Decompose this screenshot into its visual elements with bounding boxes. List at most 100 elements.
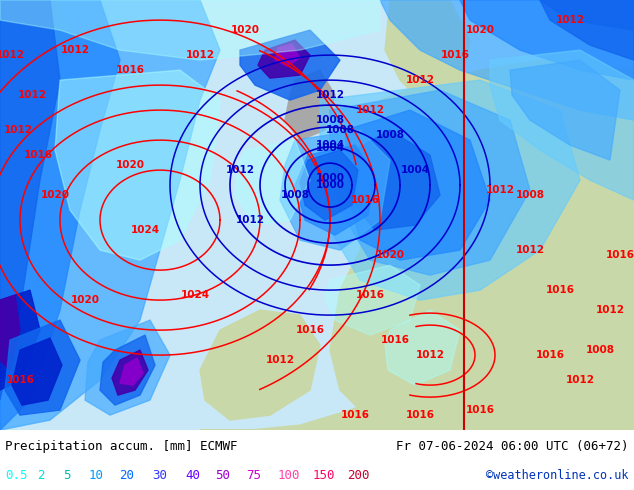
Text: 1012: 1012 <box>595 305 624 315</box>
Text: 1012: 1012 <box>406 75 434 85</box>
Polygon shape <box>355 130 440 230</box>
Text: 1012: 1012 <box>486 185 515 195</box>
Text: 1020: 1020 <box>231 25 259 35</box>
Text: 100: 100 <box>278 469 300 482</box>
Text: Fr 07-06-2024 06:00 UTC (06+72): Fr 07-06-2024 06:00 UTC (06+72) <box>396 440 629 453</box>
Text: 1012: 1012 <box>60 45 89 55</box>
Text: 1016: 1016 <box>351 195 380 205</box>
Text: 1008: 1008 <box>280 190 309 200</box>
Polygon shape <box>325 265 420 335</box>
Text: 1016: 1016 <box>406 410 434 420</box>
Polygon shape <box>300 150 358 220</box>
Polygon shape <box>0 0 220 430</box>
Polygon shape <box>345 110 490 260</box>
Text: 1008: 1008 <box>515 190 545 200</box>
Polygon shape <box>112 350 148 395</box>
Text: 1020: 1020 <box>465 25 495 35</box>
Polygon shape <box>295 145 375 235</box>
Text: 1012: 1012 <box>18 90 46 100</box>
Polygon shape <box>100 335 155 405</box>
Text: 1012: 1012 <box>186 50 214 60</box>
Polygon shape <box>0 0 380 60</box>
Text: 1016: 1016 <box>23 150 53 160</box>
Text: 1012: 1012 <box>266 355 295 365</box>
Polygon shape <box>320 80 580 300</box>
Polygon shape <box>385 310 460 385</box>
Text: 1012: 1012 <box>4 125 32 135</box>
Text: 150: 150 <box>313 469 335 482</box>
Text: 75: 75 <box>246 469 261 482</box>
Polygon shape <box>55 70 220 260</box>
Text: 1012: 1012 <box>515 245 545 255</box>
Text: 1004: 1004 <box>401 165 430 175</box>
Text: 1016: 1016 <box>356 290 384 300</box>
Text: 1016: 1016 <box>295 325 325 335</box>
Text: 1024: 1024 <box>131 225 160 235</box>
Text: 2: 2 <box>37 469 44 482</box>
Text: 1008: 1008 <box>316 115 344 125</box>
Polygon shape <box>240 30 340 100</box>
Text: 1020: 1020 <box>41 190 70 200</box>
Polygon shape <box>285 70 335 140</box>
Text: ©weatheronline.co.uk: ©weatheronline.co.uk <box>486 469 629 482</box>
Text: 1012: 1012 <box>235 215 264 225</box>
Polygon shape <box>510 60 620 160</box>
Text: 1012: 1012 <box>0 50 25 60</box>
Text: 1016: 1016 <box>605 250 634 260</box>
Text: 1016: 1016 <box>380 335 410 345</box>
Text: 1012: 1012 <box>415 350 444 360</box>
Text: 1012: 1012 <box>356 105 384 115</box>
Text: 30: 30 <box>152 469 167 482</box>
Text: 1012: 1012 <box>555 15 585 25</box>
Polygon shape <box>330 60 634 430</box>
Polygon shape <box>5 320 80 415</box>
Polygon shape <box>258 40 310 78</box>
Polygon shape <box>490 50 634 200</box>
Polygon shape <box>200 350 634 430</box>
Polygon shape <box>0 295 20 370</box>
Text: 1016: 1016 <box>545 285 574 295</box>
Text: 1000: 1000 <box>316 180 344 190</box>
Polygon shape <box>0 0 120 430</box>
Text: 1020: 1020 <box>375 250 404 260</box>
Text: 1008: 1008 <box>325 125 354 135</box>
Text: 1012: 1012 <box>566 375 595 385</box>
Text: 1016: 1016 <box>115 65 145 75</box>
Text: 1008: 1008 <box>375 130 404 140</box>
Text: Precipitation accum. [mm] ECMWF: Precipitation accum. [mm] ECMWF <box>5 440 238 453</box>
Text: 1016: 1016 <box>6 375 34 385</box>
Text: 1004: 1004 <box>316 143 344 153</box>
Polygon shape <box>12 338 62 405</box>
Polygon shape <box>0 0 70 80</box>
Polygon shape <box>540 0 634 30</box>
Text: 1000: 1000 <box>316 173 344 183</box>
Text: 1012: 1012 <box>226 165 254 175</box>
Text: 20: 20 <box>119 469 134 482</box>
Polygon shape <box>275 44 300 66</box>
Text: 0.5: 0.5 <box>5 469 27 482</box>
Polygon shape <box>380 0 634 120</box>
Text: 10: 10 <box>89 469 104 482</box>
Polygon shape <box>85 320 170 415</box>
Text: 1016: 1016 <box>441 50 470 60</box>
Text: 1020: 1020 <box>70 295 100 305</box>
Text: 1008: 1008 <box>586 345 614 355</box>
Text: 200: 200 <box>347 469 370 482</box>
Polygon shape <box>235 140 310 225</box>
Polygon shape <box>0 290 40 390</box>
Text: 1020: 1020 <box>115 160 145 170</box>
Polygon shape <box>120 358 143 385</box>
Text: 1004: 1004 <box>316 140 344 150</box>
Polygon shape <box>385 0 470 110</box>
Polygon shape <box>200 310 320 420</box>
Polygon shape <box>280 130 390 250</box>
Text: 40: 40 <box>185 469 200 482</box>
Text: 1016: 1016 <box>340 410 370 420</box>
Text: 5: 5 <box>63 469 71 482</box>
Text: 1012: 1012 <box>316 90 344 100</box>
Text: 1016: 1016 <box>536 350 564 360</box>
Polygon shape <box>0 0 60 400</box>
Polygon shape <box>540 0 634 60</box>
Polygon shape <box>460 0 634 80</box>
Text: 1024: 1024 <box>181 290 210 300</box>
